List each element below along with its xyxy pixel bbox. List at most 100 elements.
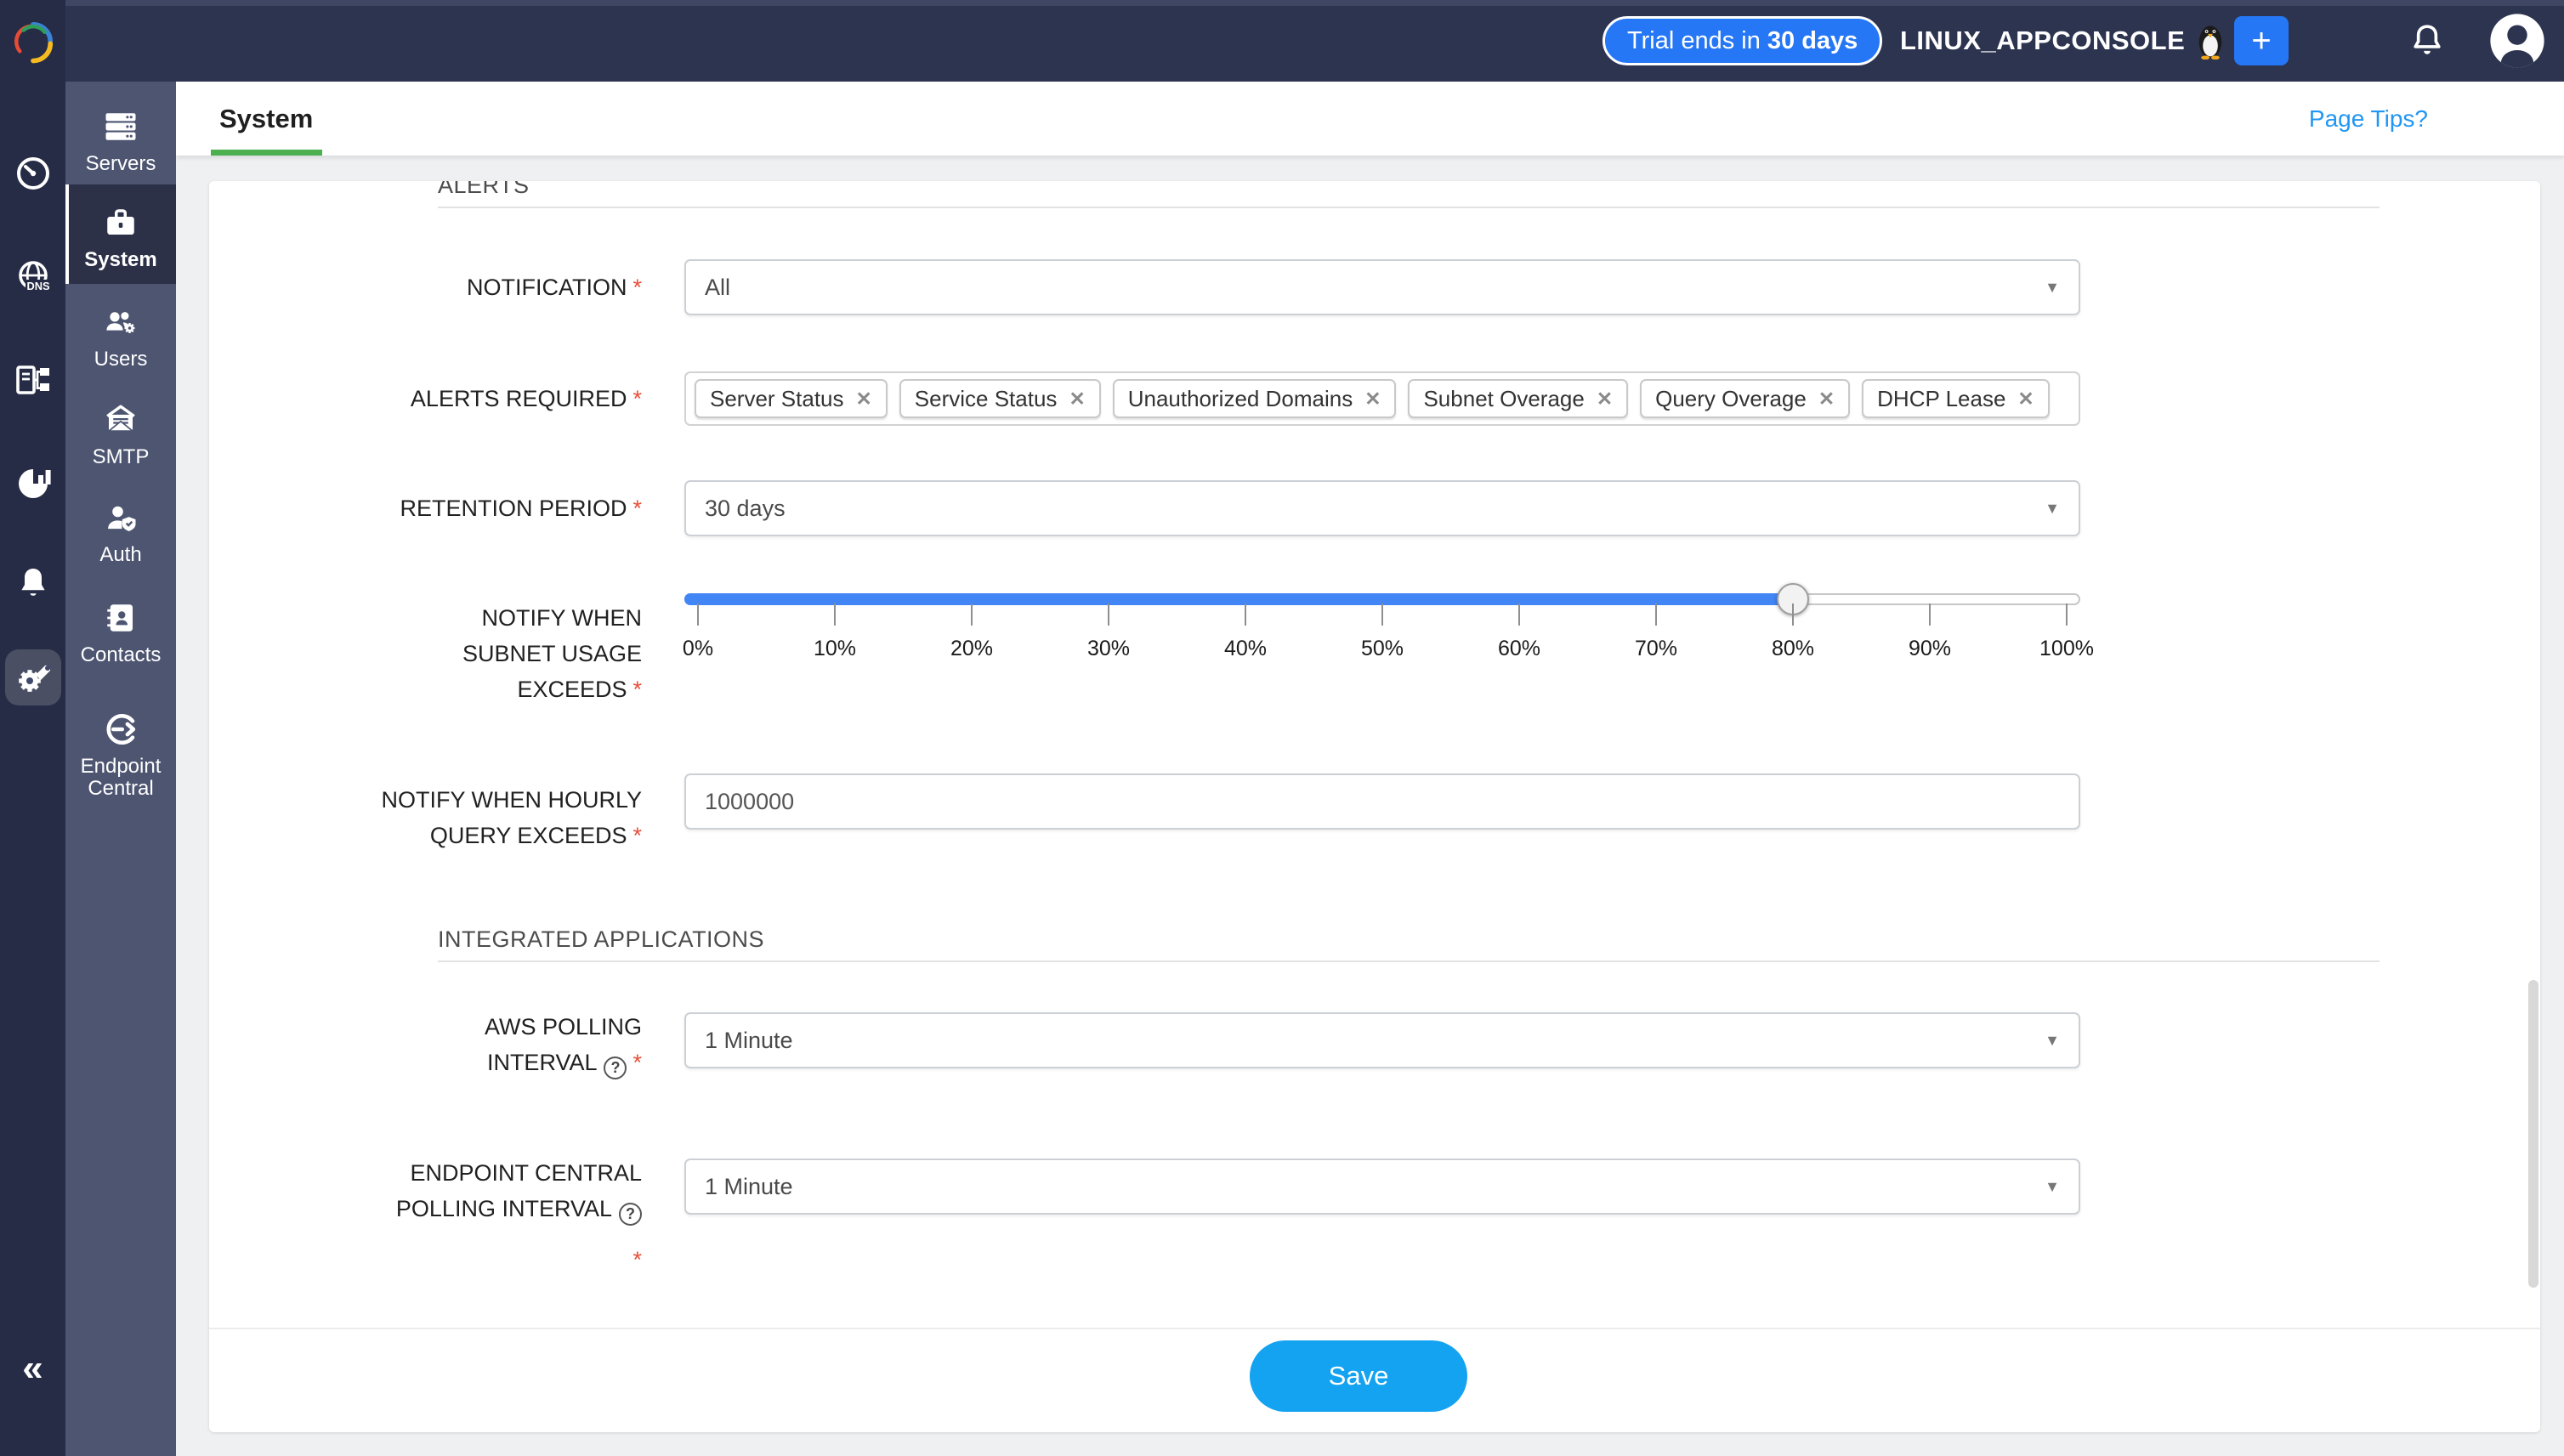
chip-label: Query Overage	[1655, 385, 1807, 411]
slider-tick-label: 30%	[1086, 637, 1131, 660]
sidebar-item-smtp[interactable]: SMTP	[65, 382, 176, 479]
notification-label: NOTIFICATION *	[466, 275, 642, 300]
required-marker: *	[632, 1050, 642, 1075]
vertical-scrollbar[interactable]	[2528, 980, 2538, 1288]
required-marker: *	[632, 496, 642, 521]
slider-tick	[697, 603, 699, 626]
retention-period-select[interactable]: 30 days ▼	[684, 480, 2080, 536]
contacts-icon	[107, 604, 133, 632]
alerts-section-header: ALERTS	[438, 181, 530, 198]
sidebar-item-users[interactable]: Users	[65, 284, 176, 382]
sidebar-item-label: SMTP	[92, 445, 150, 468]
chip-remove-icon[interactable]: ✕	[1596, 387, 1614, 410]
dns-icon[interactable]: DNS	[0, 258, 65, 298]
alert-chip: Query Overage ✕	[1640, 379, 1851, 418]
aws-polling-label: AWS POLLING INTERVAL? *	[209, 1009, 642, 1080]
settings-active-indicator	[4, 649, 61, 705]
chip-remove-icon[interactable]: ✕	[1364, 387, 1381, 410]
slider-tick-label: 90%	[1908, 637, 1952, 660]
aws-polling-select[interactable]: 1 Minute ▼	[684, 1012, 2080, 1068]
slider-tick-label: 40%	[1223, 637, 1268, 660]
user-avatar[interactable]	[2489, 13, 2545, 69]
endpoint-central-icon	[106, 714, 136, 745]
required-marker: *	[632, 823, 642, 848]
chip-remove-icon[interactable]: ✕	[2017, 387, 2034, 410]
alerts-bell-icon[interactable]	[0, 564, 65, 604]
chip-remove-icon[interactable]: ✕	[855, 387, 872, 410]
svg-text:DNS: DNS	[26, 280, 49, 292]
sidebar-item-system[interactable]: System	[65, 184, 176, 284]
section-divider	[438, 207, 2380, 208]
slider-tick	[971, 603, 973, 626]
slider-tick	[1792, 603, 1794, 626]
notification-select[interactable]: All ▼	[684, 259, 2080, 315]
slider-tick-label: 100%	[2039, 637, 2094, 660]
required-marker: *	[632, 677, 642, 702]
sidebar-item-auth[interactable]: Auth	[65, 479, 176, 580]
sidebar-item-label: Auth	[99, 543, 142, 566]
hourly-query-label: NOTIFY WHEN HOURLY QUERY EXCEEDS *	[381, 787, 642, 848]
slider-tick-label: 60%	[1497, 637, 1541, 660]
sidebar-item-label: System	[84, 248, 157, 271]
chip-remove-icon[interactable]: ✕	[1069, 387, 1086, 410]
chevron-down-icon: ▼	[2045, 1177, 2060, 1195]
collapse-sidebar-icon[interactable]: «	[22, 1347, 43, 1389]
smtp-icon	[106, 405, 135, 432]
slider-tick	[1381, 603, 1383, 626]
add-button[interactable]: +	[2234, 16, 2289, 65]
main-content: System Page Tips? ALERTS NOTIFICATION * A…	[176, 82, 2564, 1456]
reports-icon[interactable]	[0, 463, 65, 504]
servers-icon	[105, 113, 136, 140]
slider-fill	[684, 593, 1793, 605]
help-icon[interactable]: ?	[604, 1056, 627, 1079]
active-tab-underline	[211, 150, 322, 156]
slider-tick	[2066, 603, 2068, 626]
slider-tick-labels: 0% 10% 20% 30% 40% 50% 60% 70% 80% 90% 100%	[683, 637, 2094, 662]
icon-rail: DNS	[0, 0, 65, 1456]
slider-ticks	[697, 603, 2068, 626]
trial-ends-button[interactable]: Trial ends in 30 days	[1602, 16, 1883, 65]
sidebar-item-contacts[interactable]: Contacts	[65, 580, 176, 677]
ec-polling-select[interactable]: 1 Minute ▼	[684, 1159, 2080, 1215]
slider-tick-label: 10%	[813, 637, 857, 660]
chevron-down-icon: ▼	[2045, 278, 2060, 296]
slider-tick-label: 50%	[1360, 637, 1404, 660]
ip-topology-icon[interactable]	[0, 360, 65, 401]
required-marker: *	[632, 1247, 642, 1272]
chevron-down-icon: ▼	[2045, 1031, 2060, 1049]
hourly-query-input[interactable]: 1000000	[684, 773, 2080, 830]
trial-text: Trial ends in	[1627, 26, 1761, 54]
chip-label: Server Status	[710, 385, 844, 411]
slider-tick-label: 70%	[1634, 637, 1678, 660]
notifications-bell-icon[interactable]	[2408, 21, 2447, 60]
page-tips-link[interactable]: Page Tips?	[2308, 105, 2428, 132]
chip-label: Subnet Overage	[1423, 385, 1585, 411]
subnet-usage-label: NOTIFY WHEN SUBNET USAGE EXCEEDS *	[462, 605, 642, 702]
required-marker: *	[632, 275, 642, 300]
app-logo[interactable]	[10, 19, 56, 65]
chevron-down-icon: ▼	[2045, 499, 2060, 517]
section-divider	[438, 960, 2380, 962]
alerts-required-label: ALERTS REQUIRED *	[410, 386, 642, 411]
trial-days: 30 days	[1767, 26, 1858, 54]
hourly-query-value: 1000000	[705, 788, 795, 814]
ec-polling-label: ENDPOINT CENTRAL POLLING INTERVAL? *	[395, 1160, 642, 1272]
sidebar-item-label: Endpoint Central	[80, 755, 162, 800]
chip-remove-icon[interactable]: ✕	[1818, 387, 1835, 410]
dashboard-icon[interactable]	[0, 153, 65, 194]
help-icon[interactable]: ?	[619, 1202, 642, 1226]
sidebar-item-endpoint-central[interactable]: Endpoint Central	[65, 677, 176, 818]
integrated-apps-section-header: INTEGRATED APPLICATIONS	[438, 926, 765, 952]
retention-period-label: RETENTION PERIOD *	[400, 496, 642, 521]
sidebar-item-label: Contacts	[80, 643, 162, 666]
slider-tick	[1518, 603, 1520, 626]
save-button[interactable]: Save	[1250, 1340, 1467, 1412]
slider-tick	[1929, 603, 1931, 626]
slider-tick-label: 20%	[950, 637, 994, 660]
alert-chip: DHCP Lease ✕	[1862, 379, 2050, 418]
alerts-required-chips[interactable]: Server Status ✕ Service Status ✕ Unauthorize…	[684, 371, 2080, 426]
ec-polling-value: 1 Minute	[705, 1173, 793, 1199]
tab-system[interactable]: System	[219, 103, 314, 133]
sidebar-item-servers[interactable]: Servers	[65, 88, 176, 184]
settings-icon[interactable]	[0, 649, 65, 705]
